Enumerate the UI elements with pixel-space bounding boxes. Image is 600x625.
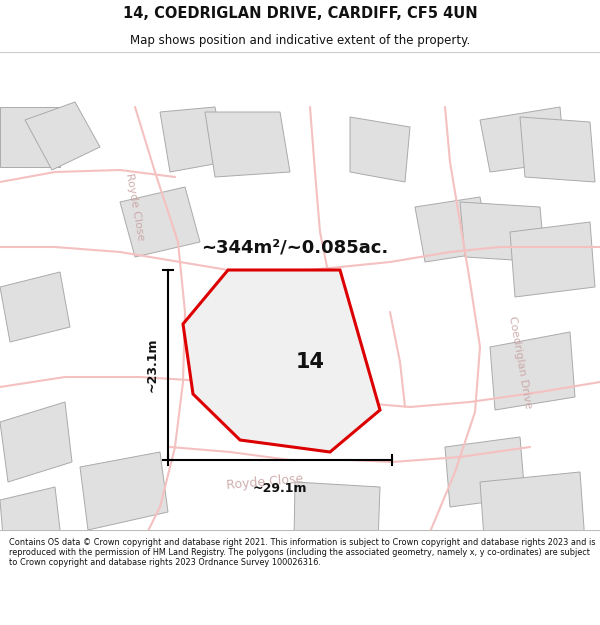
Text: Contains OS data © Crown copyright and database right 2021. This information is : Contains OS data © Crown copyright and d…: [9, 538, 595, 568]
Polygon shape: [80, 452, 168, 530]
Polygon shape: [460, 202, 545, 262]
Text: ~344m²/~0.085ac.: ~344m²/~0.085ac.: [202, 238, 389, 256]
Polygon shape: [0, 402, 72, 482]
Polygon shape: [445, 437, 525, 507]
Polygon shape: [0, 272, 70, 342]
Polygon shape: [205, 112, 290, 177]
Text: 14, COEDRIGLAN DRIVE, CARDIFF, CF5 4UN: 14, COEDRIGLAN DRIVE, CARDIFF, CF5 4UN: [122, 6, 478, 21]
Polygon shape: [294, 482, 380, 542]
Polygon shape: [415, 197, 490, 262]
Polygon shape: [520, 117, 595, 182]
Text: Royde Close: Royde Close: [226, 472, 304, 492]
Text: ~23.1m: ~23.1m: [146, 338, 158, 392]
Polygon shape: [480, 472, 585, 552]
Text: Royde Close: Royde Close: [124, 173, 146, 241]
Polygon shape: [160, 107, 225, 172]
Polygon shape: [490, 332, 575, 410]
Text: Coedriglan Drive: Coedriglan Drive: [507, 315, 533, 409]
Text: ~29.1m: ~29.1m: [253, 482, 307, 495]
Polygon shape: [0, 107, 60, 167]
Polygon shape: [0, 487, 62, 562]
Polygon shape: [183, 270, 380, 452]
Polygon shape: [510, 222, 595, 297]
Polygon shape: [350, 117, 410, 182]
Polygon shape: [560, 532, 600, 592]
Text: 14: 14: [296, 352, 325, 372]
Text: Map shows position and indicative extent of the property.: Map shows position and indicative extent…: [130, 34, 470, 47]
Polygon shape: [120, 187, 200, 257]
Polygon shape: [480, 107, 565, 172]
Polygon shape: [25, 102, 100, 170]
